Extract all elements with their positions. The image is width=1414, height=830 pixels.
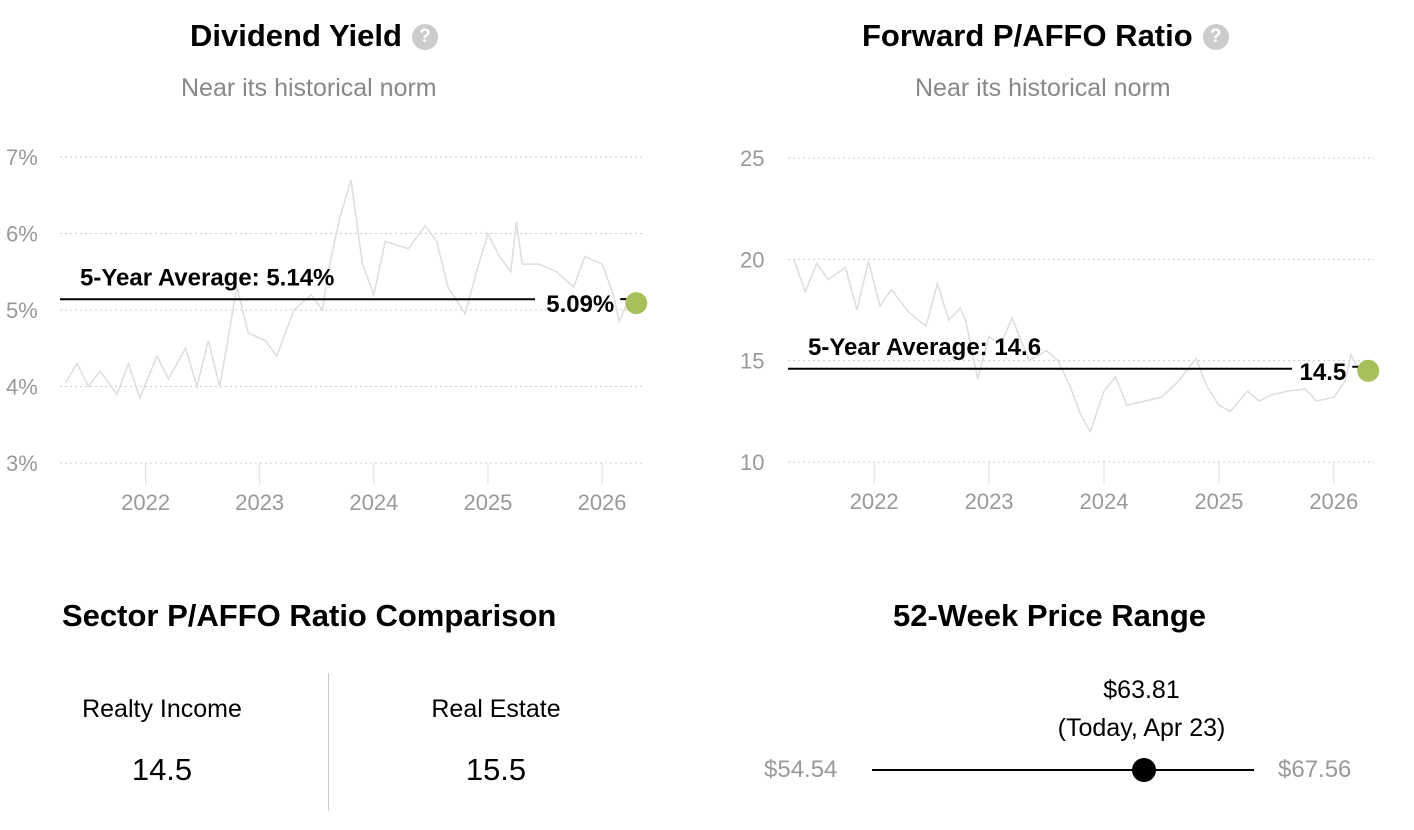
average-label: 5-Year Average: 5.14% <box>80 264 334 291</box>
x-tick-label: 2026 <box>1309 489 1358 514</box>
y-tick-label: 10 <box>740 450 764 475</box>
x-tick-label: 2023 <box>235 490 284 515</box>
current-value-marker <box>1357 359 1380 382</box>
current-price-marker <box>1131 758 1156 782</box>
question-circle-icon[interactable]: ? <box>411 24 438 50</box>
current-price-note: (Today, Apr 23) <box>1057 714 1226 742</box>
title-text: Forward P/AFFO Ratio <box>862 18 1193 53</box>
average-label: 5-Year Average: 14.6 <box>808 334 1041 361</box>
x-tick-label: 2022 <box>121 490 170 515</box>
chart-subtitle: Near its historical norm <box>181 74 437 102</box>
y-tick-label: 6% <box>6 222 38 247</box>
y-tick-label: 7% <box>6 145 38 170</box>
chart-subtitle: Near its historical norm <box>915 74 1171 102</box>
question-circle-icon[interactable]: ? <box>1202 24 1229 50</box>
high-price: $67.56 <box>1278 756 1352 783</box>
price-range-track <box>872 758 1254 782</box>
chart-title-p-affo: Forward P/AFFO Ratio? <box>862 18 1229 54</box>
chart-title-dividend-yield: Dividend Yield? <box>190 18 438 54</box>
x-tick-label: 2024 <box>349 490 398 515</box>
series-line <box>793 259 1369 434</box>
y-tick-label: 5% <box>6 298 38 323</box>
low-price: $54.54 <box>764 756 838 783</box>
current-value-marker <box>625 292 648 315</box>
sector-label: Realty Income <box>82 695 242 723</box>
x-tick-label: 2025 <box>463 490 512 515</box>
y-tick-label: 3% <box>6 451 38 476</box>
sector-value: 14.5 <box>131 752 193 787</box>
sector-title: Sector P/AFFO Ratio Comparison <box>62 598 557 633</box>
current-value-label: 5.09% <box>546 291 614 318</box>
y-tick-label: 25 <box>740 146 764 171</box>
current-value-label: 14.5 <box>1300 359 1347 386</box>
x-tick-label: 2023 <box>965 489 1014 514</box>
price-range-title: 52-Week Price Range <box>893 598 1207 633</box>
sector-value: 15.5 <box>465 752 527 787</box>
x-tick-label: 2024 <box>1080 489 1129 514</box>
y-tick-label: 20 <box>740 247 764 272</box>
current-price: $63.81 <box>1103 676 1180 704</box>
x-tick-label: 2025 <box>1194 489 1243 514</box>
y-tick-label: 4% <box>6 375 38 400</box>
divider <box>328 673 329 811</box>
dividend-yield-chart: 3% 4% 5% 6% 7% 2022 2023 2024 2025 2026 5-Year Ave… <box>6 145 648 515</box>
x-tick-label: 2022 <box>850 489 899 514</box>
title-text: Dividend Yield <box>190 18 402 53</box>
y-tick-label: 15 <box>740 349 764 374</box>
x-tick-label: 2026 <box>578 490 627 515</box>
sector-label: Real Estate <box>431 695 561 723</box>
series-line <box>65 179 637 401</box>
